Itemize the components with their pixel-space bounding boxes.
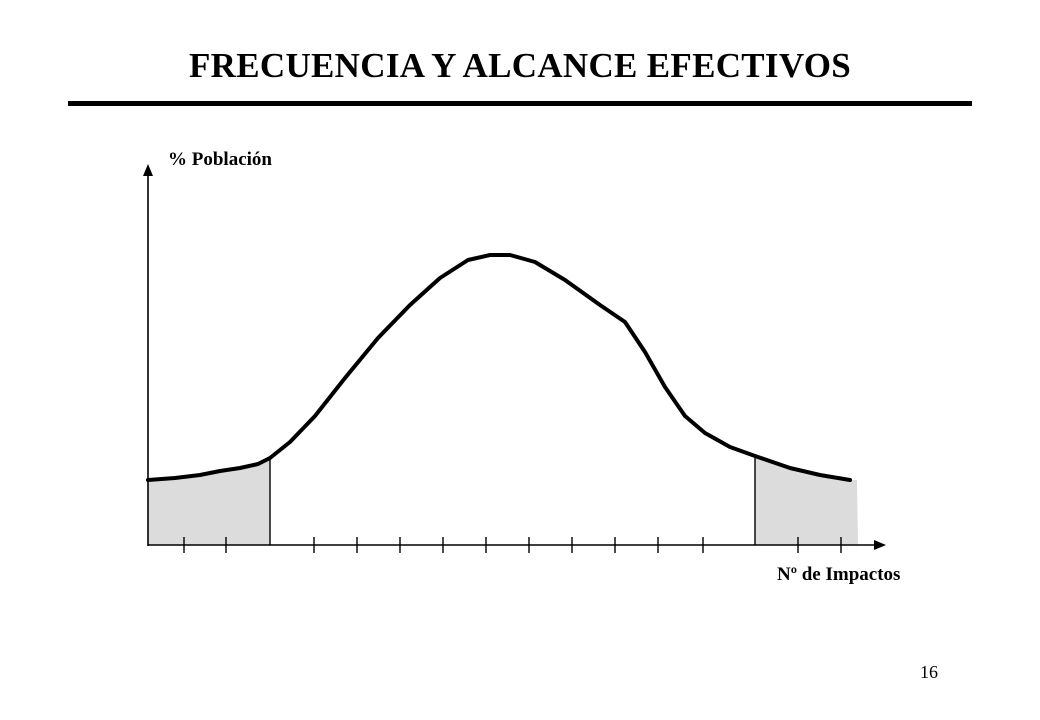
x-axis-arrowhead	[874, 540, 886, 550]
y-axis-label: % Población	[168, 149, 272, 170]
chart-axes	[143, 164, 886, 550]
x-axis-label: Nº de Impactos	[777, 564, 900, 585]
title-underline	[68, 101, 972, 106]
shaded-tail-2	[755, 456, 858, 545]
population-curve	[146, 253, 852, 482]
shaded-tail-1	[148, 458, 270, 545]
slide-title: FRECUENCIA Y ALCANCE EFECTIVOS	[188, 46, 852, 85]
page-number: 16	[920, 662, 938, 682]
shaded-tails	[148, 456, 858, 545]
y-axis-arrowhead	[143, 164, 153, 176]
x-axis-ticks	[183, 537, 842, 553]
